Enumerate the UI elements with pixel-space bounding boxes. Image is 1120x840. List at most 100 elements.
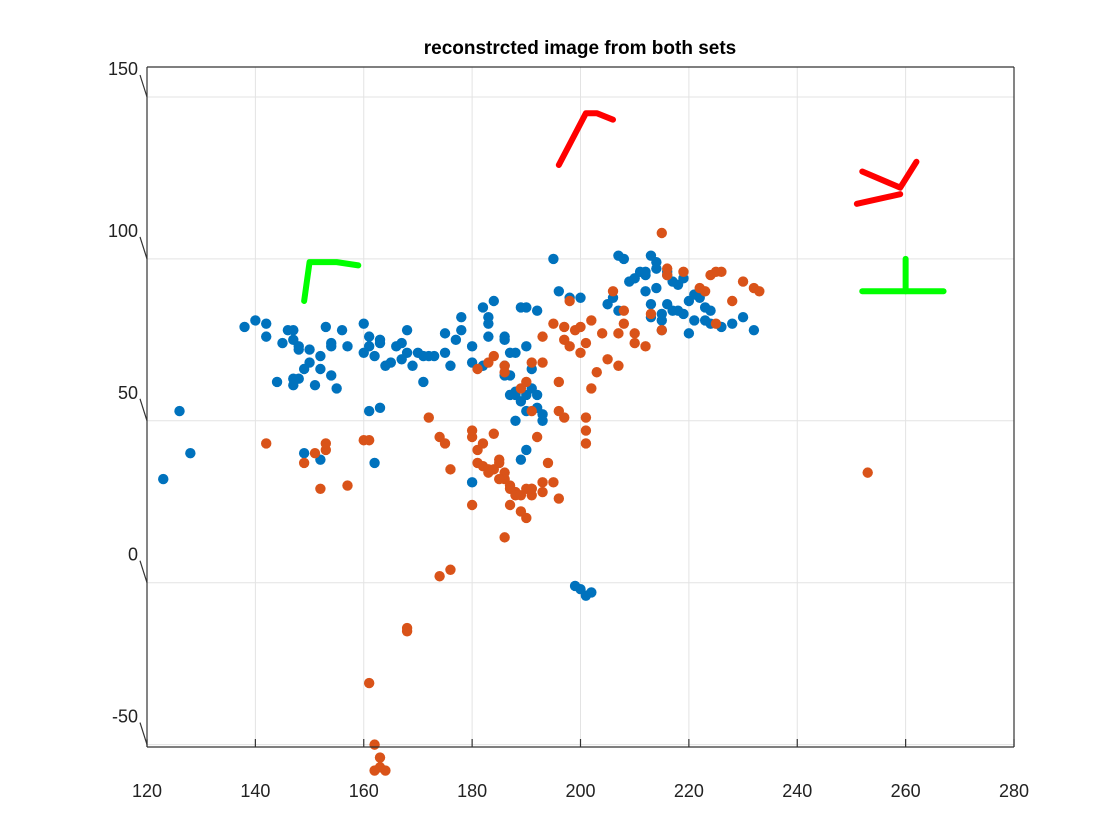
blue-point — [288, 324, 299, 336]
orange-point — [754, 286, 765, 297]
orange-point — [607, 286, 619, 297]
y-tick-mark — [139, 560, 148, 583]
y-tick-mark — [139, 722, 148, 745]
blue-point — [515, 454, 527, 465]
orange-point — [309, 447, 321, 459]
orange-point — [488, 350, 499, 362]
orange-point — [629, 328, 640, 339]
orange-point — [526, 357, 537, 368]
orange-point — [369, 765, 380, 776]
blue-point — [586, 587, 597, 598]
blue-point — [656, 315, 667, 326]
blue-point — [309, 379, 321, 391]
blue-point — [748, 324, 760, 336]
orange-point — [466, 425, 478, 436]
blue-point — [315, 363, 326, 375]
orange-point — [564, 295, 575, 307]
axes — [139, 66, 1015, 748]
x-tick-label: 140 — [240, 781, 270, 801]
blue-point — [277, 337, 288, 349]
orange-point — [515, 506, 527, 517]
green-annotation-stroke — [301, 259, 362, 304]
blue-point — [261, 331, 272, 342]
orange-point — [640, 341, 651, 352]
orange-point — [618, 318, 630, 329]
orange-point — [374, 752, 386, 763]
x-tick-label: 160 — [349, 781, 379, 801]
blue-point — [450, 334, 462, 346]
orange-point — [580, 337, 592, 349]
blue-point — [315, 350, 326, 362]
blue-point — [271, 376, 283, 388]
blue-point — [326, 370, 337, 381]
orange-point — [629, 337, 640, 349]
orange-point — [716, 266, 727, 278]
orange-point — [477, 438, 489, 449]
orange-point — [710, 318, 722, 329]
orange-point — [586, 315, 597, 326]
x-tick-label: 240 — [782, 781, 812, 801]
orange-point — [662, 263, 673, 274]
orange-point — [580, 438, 592, 449]
y-tick-mark — [139, 236, 148, 260]
orange-point — [537, 331, 548, 342]
blue-point — [331, 383, 342, 394]
blue-point — [439, 347, 451, 359]
blue-point — [504, 389, 516, 401]
blue-point — [158, 473, 169, 485]
blue-point — [342, 341, 353, 352]
orange-point — [542, 457, 554, 469]
blue-point — [445, 360, 456, 371]
blue-point — [521, 444, 532, 456]
blue-point — [358, 347, 369, 359]
blue-point — [510, 415, 521, 427]
x-tick-label: 200 — [565, 781, 595, 801]
red-annotation-stroke — [853, 191, 904, 207]
orange-point — [553, 376, 565, 388]
blue-point — [531, 305, 543, 316]
blue-point — [515, 302, 527, 313]
orange-point — [531, 431, 543, 443]
blue-point — [374, 402, 386, 414]
orange-point — [656, 227, 667, 239]
blue-point — [483, 318, 494, 329]
orange-point — [363, 677, 375, 689]
blue-point — [336, 324, 348, 336]
orange-point — [613, 328, 624, 339]
orange-point — [580, 425, 592, 436]
orange-point — [537, 357, 548, 368]
annotation-strokes — [301, 110, 947, 304]
orange-point — [580, 412, 592, 423]
orange-point — [699, 286, 711, 297]
blue-point — [521, 341, 532, 352]
orange-point — [363, 435, 375, 446]
orange-point — [445, 564, 456, 575]
blue-point — [640, 286, 651, 297]
blue-point — [174, 405, 185, 417]
blue-point — [683, 328, 695, 339]
x-tick-label: 280 — [999, 781, 1029, 801]
orange-point — [488, 428, 499, 439]
blue-point — [651, 282, 662, 294]
blue-point — [304, 344, 315, 355]
blue-point — [645, 299, 657, 310]
orange-point — [369, 739, 380, 750]
blue-point — [288, 379, 299, 391]
orange-point — [591, 367, 602, 378]
blue-point — [298, 363, 310, 375]
y-tick-label: 0 — [128, 545, 138, 565]
blue-point — [640, 269, 651, 281]
red-annotation-stroke — [555, 110, 617, 168]
blue-point — [363, 331, 375, 342]
blue-point — [293, 344, 304, 355]
orange-point — [575, 347, 586, 359]
blue-point — [369, 350, 380, 362]
orange-point — [564, 341, 575, 352]
blue-point — [239, 321, 250, 333]
blue-point — [250, 315, 261, 326]
blue-point — [602, 299, 613, 310]
blue-point — [466, 341, 478, 352]
orange-point — [737, 276, 749, 287]
orange-point — [401, 622, 413, 634]
orange-point — [261, 438, 272, 449]
